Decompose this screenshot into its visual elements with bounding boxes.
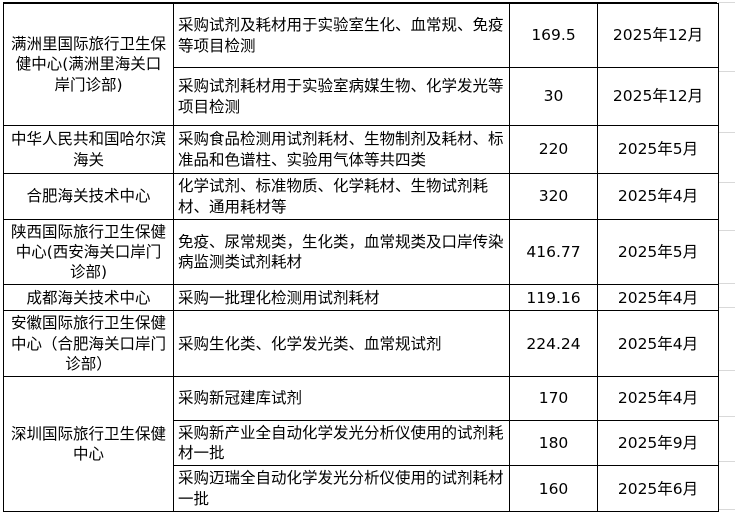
amount-cell: 169.5 [509, 3, 598, 68]
table-row: 陕西国际旅行卫生保健中心(西安海关口岸门诊部) 免疫、尿常规类，生化类，血常规类… [3, 218, 719, 286]
table-row: 深圳国际旅行卫生保健中心 采购新冠建库试剂 170 2025年4月 [3, 375, 719, 513]
desc-cell: 采购新产业全自动化学发光分析仪使用的试剂耗材一批 [173, 419, 510, 467]
table-row: 成都海关技术中心 采购一批理化检测用试剂耗材 119.16 2025年4月 [3, 284, 719, 312]
gridline-stub [718, 509, 735, 510]
date-cell: 2025年4月 [597, 173, 719, 220]
org-cell: 安徽国际旅行卫生保健中心（合肥海关口岸门诊部） [3, 310, 174, 377]
org-cell: 深圳国际旅行卫生保健中心 [3, 375, 174, 513]
sheet-top-rule [3, 2, 717, 3]
desc-cell: 采购迈瑞全自动化学发光分析仪使用的试剂耗材一批 [173, 465, 510, 513]
gridline-stub [718, 230, 735, 231]
org-cell: 中华人民共和国哈尔滨海关 [3, 125, 174, 174]
gridline-stub [718, 283, 735, 284]
amount-cell: 180 [509, 419, 598, 467]
table-row: 采购新产业全自动化学发光分析仪使用的试剂耗材一批 180 2025年9月 [4, 419, 719, 467]
gridline-stub [718, 2, 735, 3]
date-cell: 2025年5月 [597, 125, 719, 174]
desc-cell: 免疫、尿常规类，生化类，血常规类及口岸传染病监测类试剂耗材 [173, 218, 510, 286]
gridline-stub [718, 370, 735, 371]
gridline-stub [718, 307, 735, 308]
amount-cell: 119.16 [509, 284, 598, 312]
amount-cell: 160 [509, 465, 598, 513]
date-cell: 2025年12月 [597, 67, 719, 126]
date-cell: 2025年9月 [597, 419, 719, 467]
org-cell: 陕西国际旅行卫生保健中心(西安海关口岸门诊部) [3, 218, 174, 286]
org-cell: 成都海关技术中心 [3, 284, 174, 312]
org-cell: 合肥海关技术中心 [3, 173, 174, 220]
gridline-stub [718, 182, 735, 183]
gridline-stub [718, 416, 735, 417]
table-row: 采购迈瑞全自动化学发光分析仪使用的试剂耗材一批 160 2025年6月 [4, 465, 719, 513]
desc-cell: 采购试剂及耗材用于实验室生化、血常规、免疫等项目检测 [173, 3, 510, 68]
amount-cell: 220 [509, 125, 598, 174]
amount-cell: 320 [509, 173, 598, 220]
amount-cell: 30 [509, 67, 598, 126]
desc-cell: 采购新冠建库试剂 [173, 375, 510, 421]
table-row: 合肥海关技术中心 化学试剂、标准物质、化学耗材、生物试剂耗材、通用耗材等 320… [3, 173, 719, 220]
table-row: 采购试剂耗材用于实验室病媒生物、化学发光等项目检测 30 2025年12月 [4, 67, 719, 126]
desc-cell: 采购食品检测用试剂耗材、生物制剂及耗材、标准品和色谱柱、实验用气体等共四类 [173, 125, 510, 174]
desc-cell: 采购试剂耗材用于实验室病媒生物、化学发光等项目检测 [173, 67, 510, 126]
desc-cell: 化学试剂、标准物质、化学耗材、生物试剂耗材、通用耗材等 [173, 173, 510, 220]
date-cell: 2025年5月 [597, 218, 719, 286]
gridline-stub [718, 132, 735, 133]
amount-cell: 416.77 [509, 218, 598, 286]
amount-cell: 170 [509, 375, 598, 421]
table-row: 安徽国际旅行卫生保健中心（合肥海关口岸门诊部） 采购生化类、化学发光类、血常规试… [3, 310, 719, 377]
procurement-table: 满洲里国际旅行卫生保健中心(满洲里海关口岸门诊部) 采购试剂及耗材用于实验室生化… [3, 3, 719, 513]
date-cell: 2025年4月 [597, 375, 719, 421]
date-cell: 2025年6月 [597, 465, 719, 513]
date-cell: 2025年4月 [597, 284, 719, 312]
amount-cell: 224.24 [509, 310, 598, 377]
gridline-stub [718, 461, 735, 462]
date-cell: 2025年12月 [597, 3, 719, 68]
desc-cell: 采购一批理化检测用试剂耗材 [173, 284, 510, 312]
org-cell: 满洲里国际旅行卫生保健中心(满洲里海关口岸门诊部) [3, 3, 174, 126]
table-row: 中华人民共和国哈尔滨海关 采购食品检测用试剂耗材、生物制剂及耗材、标准品和色谱柱… [3, 125, 719, 174]
desc-cell: 采购生化类、化学发光类、血常规试剂 [173, 310, 510, 377]
date-cell: 2025年4月 [597, 310, 719, 377]
table-row: 满洲里国际旅行卫生保健中心(满洲里海关口岸门诊部) 采购试剂及耗材用于实验室生化… [3, 3, 719, 126]
gridline-stub [718, 71, 735, 72]
